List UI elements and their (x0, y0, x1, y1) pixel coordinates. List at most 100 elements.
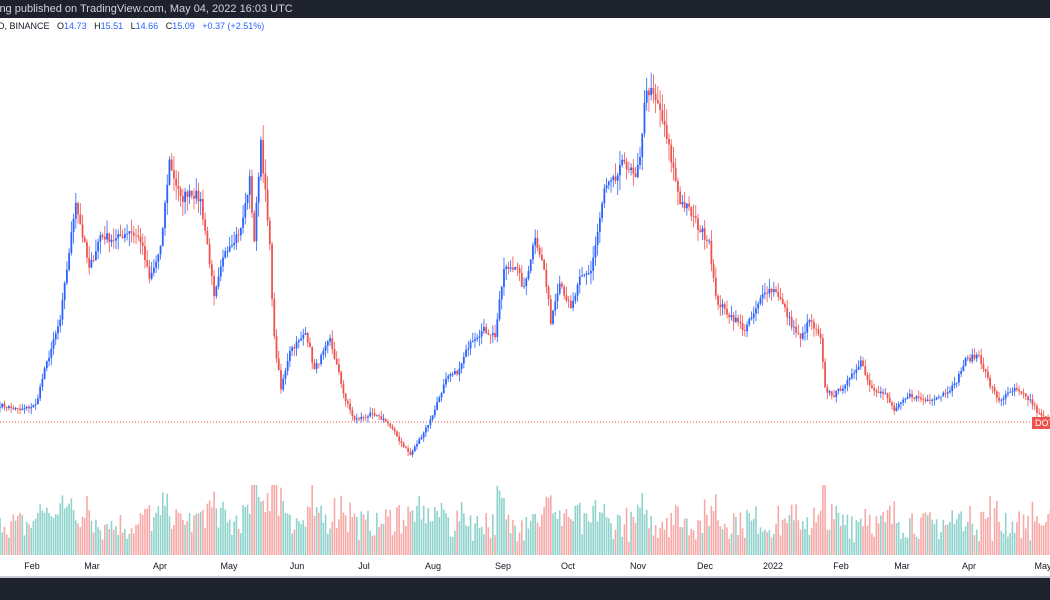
volume-bar (378, 527, 380, 555)
candle-body (935, 397, 938, 400)
volume-bar (68, 503, 70, 555)
volume-bar (427, 507, 429, 555)
volume-bar (717, 520, 719, 555)
volume-bar (463, 513, 465, 555)
candle-body (188, 190, 191, 197)
volume-bar (810, 528, 813, 555)
candle-body (746, 324, 748, 332)
time-axis[interactable]: Feb Mar Apr May Jun Jul Aug Sep Oct Nov … (0, 556, 1050, 578)
volume-bar (822, 485, 824, 555)
candle-body (719, 304, 722, 308)
candle-body (30, 407, 33, 409)
volume-bar (516, 541, 519, 555)
candle-body (179, 188, 182, 196)
candle-body (273, 299, 276, 337)
candle-body (859, 360, 862, 367)
volume-bar (781, 519, 784, 555)
volume-bar (623, 524, 626, 555)
candle-body (119, 234, 122, 237)
candle-body (384, 418, 387, 422)
volume-bar (744, 537, 746, 555)
x-tick: Feb (833, 561, 849, 571)
candle-body (581, 275, 583, 277)
candle-body (264, 173, 267, 190)
candle-body (984, 369, 987, 372)
candle-body (478, 336, 481, 338)
candle-body (917, 396, 920, 398)
volume-bar (960, 511, 962, 555)
candle-body (391, 426, 394, 429)
candle-body (964, 358, 967, 366)
volume-bar (173, 525, 175, 555)
candle-body (512, 267, 514, 270)
volume-bar (188, 512, 191, 555)
low-label: L (130, 21, 136, 31)
volume-bar (400, 533, 403, 555)
candle-body (262, 139, 265, 174)
candle-body (663, 120, 666, 125)
volume-bar (550, 495, 552, 555)
candle-body (623, 159, 626, 162)
volume-bar (527, 528, 530, 555)
volume-bar (333, 498, 336, 555)
candle-body (741, 323, 744, 331)
candle-body (248, 176, 251, 196)
candle-body (498, 299, 501, 320)
x-tick: Mar (84, 561, 100, 571)
volume-bar (170, 528, 173, 555)
candle-body (168, 159, 171, 185)
volume-bar (917, 538, 920, 555)
candle-body (400, 441, 403, 443)
volume-bar (86, 495, 88, 555)
candle-body (132, 232, 135, 236)
volume-bar (657, 537, 659, 555)
volume-bar (1038, 523, 1040, 555)
candle-body (766, 292, 769, 294)
candlestick-chart[interactable] (0, 0, 1050, 556)
candle-body (958, 373, 960, 383)
candle-body (545, 269, 548, 287)
candle-body (199, 199, 202, 202)
x-tick: Sep (494, 561, 512, 571)
volume-bar (815, 522, 817, 555)
volume-bar (938, 539, 940, 555)
candle-body (346, 401, 349, 404)
candle-body (797, 332, 800, 334)
candle-body (1004, 394, 1007, 399)
candle-body (173, 170, 175, 179)
candle-body (951, 385, 954, 391)
volume-bar (409, 511, 412, 555)
volume-bar (282, 500, 285, 555)
volume-bar (286, 513, 289, 555)
volume-bar (384, 509, 387, 555)
x-tick: Dec (696, 561, 714, 571)
volume-bar (99, 530, 102, 555)
candle-body (953, 383, 956, 386)
volume-bar (331, 521, 334, 555)
candle-body (246, 195, 249, 204)
volume-bar (706, 514, 708, 555)
volume-bar (271, 485, 273, 555)
volume-bar (668, 537, 670, 555)
volume-bar (547, 498, 550, 555)
volume-bar (106, 523, 108, 555)
candle-body (235, 234, 238, 243)
candle-body (799, 333, 802, 339)
candle-body (942, 392, 945, 397)
volume-bar (469, 515, 472, 555)
candle-body (665, 124, 668, 139)
volume-bar (587, 521, 590, 555)
volume-bar (719, 526, 722, 555)
volume-bar (195, 513, 198, 555)
volume-bar (558, 510, 561, 555)
candle-body (300, 338, 302, 341)
candle-body (897, 403, 900, 408)
volume-bar (958, 513, 960, 555)
candle-body (931, 400, 934, 402)
volume-bar (989, 496, 991, 555)
volume-bar (639, 507, 641, 555)
candle-body (735, 317, 737, 322)
volume-bar (130, 528, 133, 555)
candle-body (962, 365, 965, 372)
volume-bar (458, 521, 461, 555)
